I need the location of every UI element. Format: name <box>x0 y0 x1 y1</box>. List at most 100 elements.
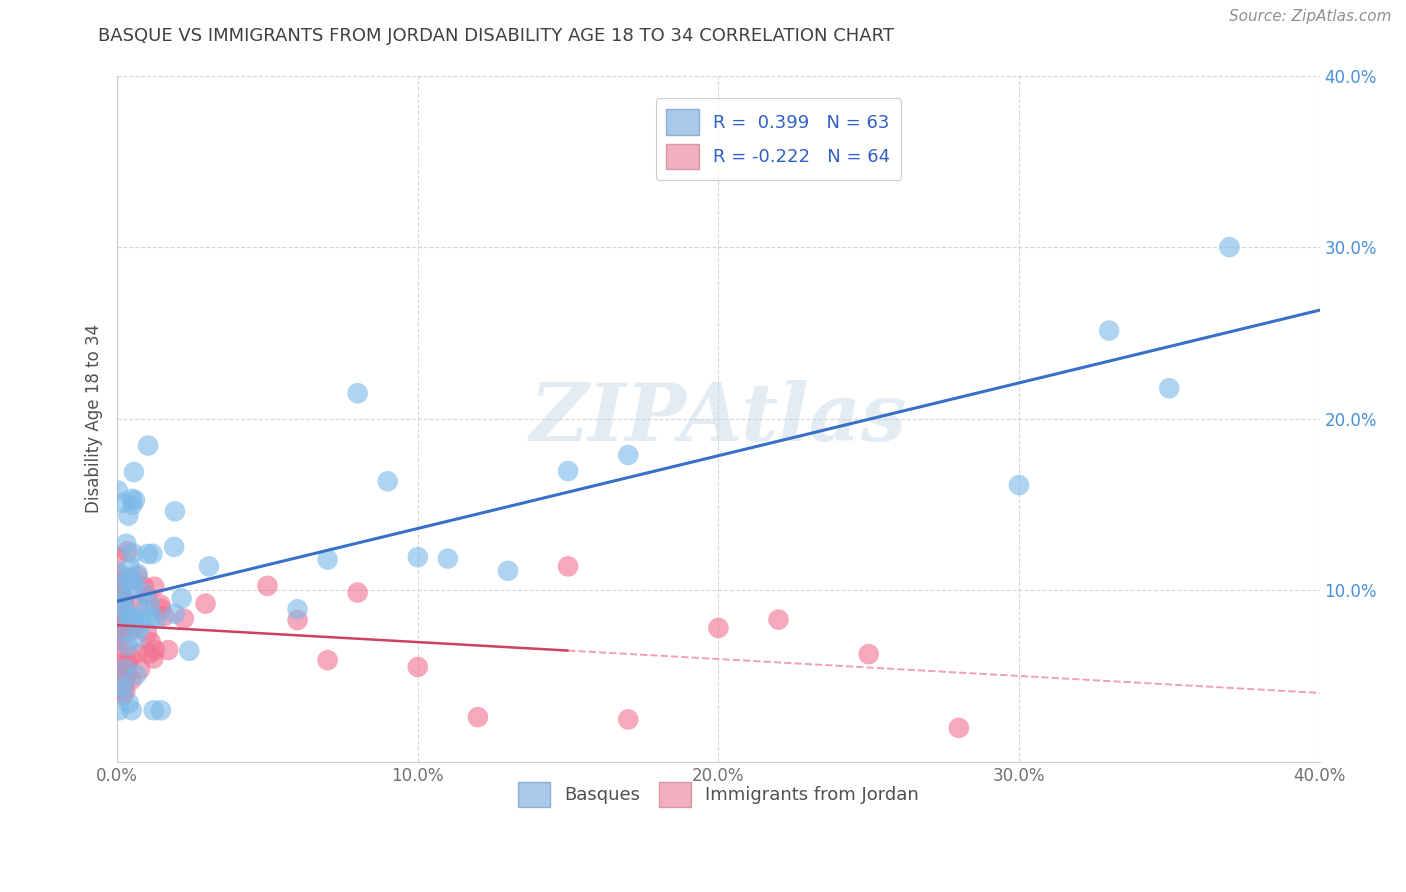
Point <box>117 638 139 652</box>
Point <box>132 586 155 600</box>
Point <box>316 552 339 566</box>
Point <box>256 579 278 593</box>
Point <box>107 681 129 696</box>
Point <box>128 599 150 614</box>
Point <box>173 611 195 625</box>
Point <box>194 597 217 611</box>
Point <box>496 564 519 578</box>
Point <box>107 483 129 498</box>
Point <box>122 620 145 634</box>
Point <box>121 546 143 560</box>
Point <box>107 585 129 599</box>
Point <box>1159 381 1181 395</box>
Point <box>117 574 139 589</box>
Point <box>617 448 640 462</box>
Point <box>111 655 134 669</box>
Point <box>138 598 160 612</box>
Text: ZIPAtlas: ZIPAtlas <box>530 380 907 458</box>
Point <box>114 662 136 676</box>
Point <box>114 591 136 606</box>
Point <box>143 580 166 594</box>
Point <box>114 597 136 611</box>
Point <box>111 665 134 679</box>
Point <box>346 386 368 401</box>
Point <box>107 577 129 591</box>
Point <box>122 573 145 587</box>
Point <box>149 601 172 615</box>
Point <box>110 614 132 628</box>
Point <box>121 498 143 512</box>
Point <box>118 696 141 710</box>
Point <box>107 593 129 607</box>
Point <box>110 681 132 695</box>
Point <box>122 579 145 593</box>
Point <box>128 621 150 635</box>
Point <box>136 547 159 561</box>
Point <box>287 613 309 627</box>
Point <box>136 626 159 640</box>
Point <box>287 602 309 616</box>
Point <box>153 609 176 624</box>
Point <box>107 609 129 624</box>
Point <box>125 667 148 681</box>
Point <box>141 547 163 561</box>
Point <box>115 666 138 681</box>
Point <box>112 622 135 636</box>
Point <box>105 645 128 659</box>
Point <box>557 559 579 574</box>
Point <box>346 585 368 599</box>
Point <box>105 549 128 564</box>
Point <box>132 615 155 629</box>
Point <box>142 651 165 665</box>
Point <box>170 591 193 606</box>
Point <box>110 624 132 639</box>
Text: Source: ZipAtlas.com: Source: ZipAtlas.com <box>1229 9 1392 24</box>
Point <box>1008 478 1031 492</box>
Point <box>149 703 172 717</box>
Point <box>377 475 399 489</box>
Legend: Basques, Immigrants from Jordan: Basques, Immigrants from Jordan <box>510 774 927 814</box>
Point <box>1098 324 1121 338</box>
Point <box>125 646 148 660</box>
Point <box>437 551 460 566</box>
Point <box>121 491 143 506</box>
Point <box>138 647 160 661</box>
Point <box>117 508 139 523</box>
Point <box>108 671 131 685</box>
Point <box>108 583 131 598</box>
Point <box>110 587 132 601</box>
Point <box>127 569 149 583</box>
Point <box>124 493 146 508</box>
Point <box>127 566 149 581</box>
Point <box>112 681 135 695</box>
Point <box>114 605 136 619</box>
Point <box>132 579 155 593</box>
Point <box>557 464 579 478</box>
Point <box>117 618 139 632</box>
Point <box>111 496 134 510</box>
Point <box>163 540 186 554</box>
Point <box>136 589 159 603</box>
Point <box>179 644 201 658</box>
Point <box>117 611 139 625</box>
Point <box>139 635 162 649</box>
Point <box>110 600 132 615</box>
Point <box>114 673 136 688</box>
Point <box>107 573 129 587</box>
Point <box>108 632 131 647</box>
Point <box>111 624 134 639</box>
Point <box>115 537 138 551</box>
Point <box>120 624 142 639</box>
Point <box>121 610 143 624</box>
Point <box>107 603 129 617</box>
Point <box>406 660 429 674</box>
Point <box>125 632 148 646</box>
Point <box>115 544 138 558</box>
Point <box>467 710 489 724</box>
Point <box>121 703 143 717</box>
Point <box>948 721 970 735</box>
Point <box>707 621 730 635</box>
Point <box>858 647 880 661</box>
Point <box>406 550 429 565</box>
Point <box>111 688 134 702</box>
